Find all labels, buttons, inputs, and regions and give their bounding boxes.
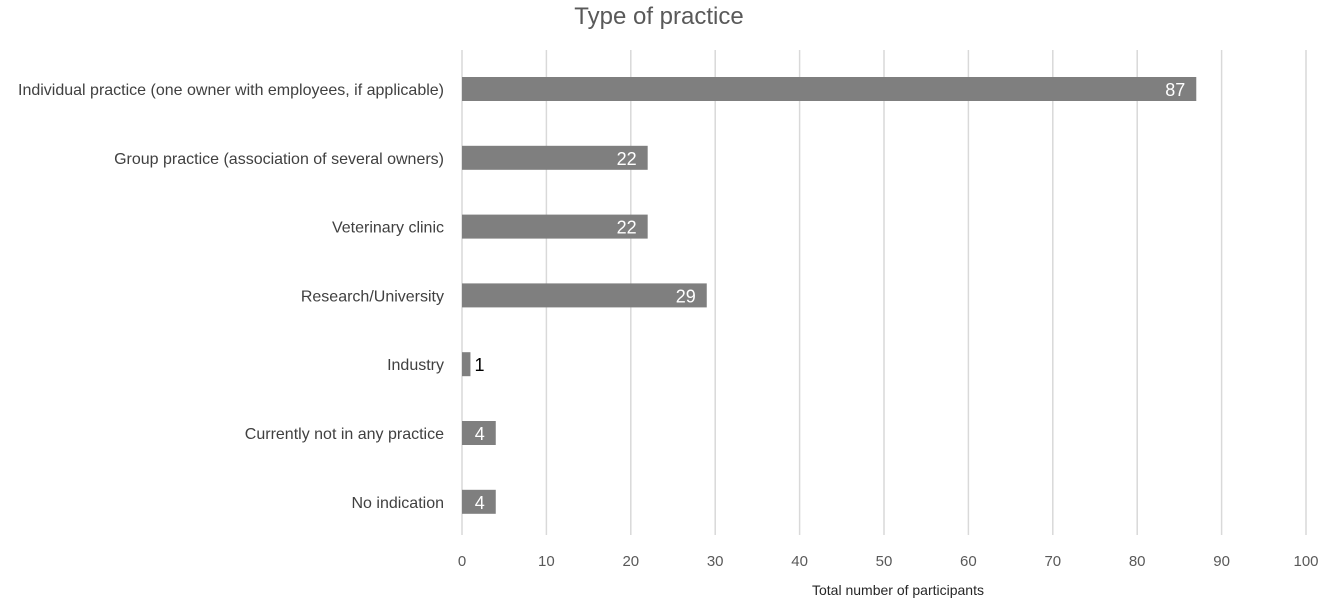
data-label: 22: [617, 149, 637, 169]
x-tick-label: 20: [622, 553, 639, 570]
bar: [462, 283, 707, 308]
bar: [462, 489, 496, 514]
data-label: 4: [475, 493, 485, 513]
category-label: Research/University: [301, 288, 444, 305]
x-tick-label: 0: [458, 553, 466, 570]
category-label: Veterinary clinic: [332, 220, 444, 237]
bar: [462, 352, 471, 377]
category-label: Group practice (association of several o…: [114, 151, 444, 168]
chart-title: Type of practice: [574, 3, 743, 30]
x-tick-label: 100: [1293, 553, 1318, 570]
bar: [462, 421, 496, 445]
data-label: 4: [475, 424, 485, 444]
category-labels: Individual practice (one owner with empl…: [18, 82, 444, 512]
x-tick-label: 70: [1044, 553, 1061, 570]
data-label: 1: [474, 355, 484, 375]
x-tick-label: 50: [876, 553, 893, 570]
x-tick-label: 90: [1213, 553, 1230, 570]
x-tick-label: 60: [960, 553, 977, 570]
category-label: Individual practice (one owner with empl…: [18, 82, 444, 99]
bar: [462, 214, 648, 239]
x-tick-label: 40: [791, 553, 808, 570]
x-axis-tick-labels: 0 10 20 30 40 50 60 70 80 90 100: [458, 553, 1319, 570]
x-axis-title: Total number of participants: [812, 582, 984, 598]
bar: [462, 145, 648, 170]
category-label: Currently not in any practice: [245, 426, 444, 443]
category-label: No indication: [352, 495, 445, 512]
data-labels: 87 22 22 29 1 4 4: [474, 80, 1185, 513]
data-label: 87: [1165, 80, 1185, 100]
bars: [462, 77, 1197, 514]
data-label: 22: [617, 218, 637, 238]
data-label: 29: [676, 286, 696, 306]
gridlines: [461, 50, 1307, 535]
x-tick-label: 30: [707, 553, 724, 570]
bar: [462, 77, 1197, 101]
x-tick-label: 80: [1129, 553, 1146, 570]
x-tick-label: 10: [538, 553, 555, 570]
category-label: Industry: [387, 357, 444, 374]
